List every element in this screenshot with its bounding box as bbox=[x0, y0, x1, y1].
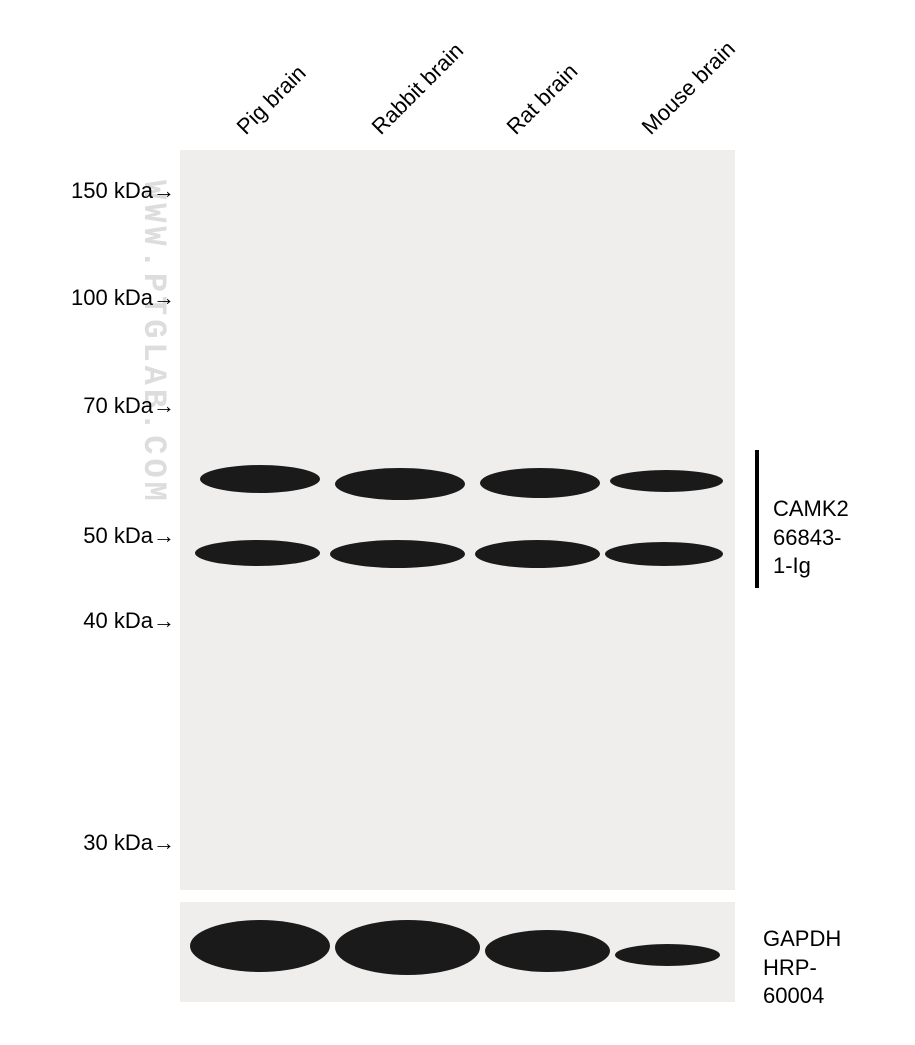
lane-label: Rat brain bbox=[502, 58, 584, 140]
blot-area bbox=[180, 150, 735, 1002]
target-label: CAMK2 66843-1-Ig bbox=[773, 495, 849, 581]
marker-label: 150 kDa→ bbox=[71, 178, 175, 204]
loading-blot-panel bbox=[180, 902, 735, 1002]
blot-band bbox=[330, 540, 465, 568]
marker-label: 50 kDa→ bbox=[83, 523, 175, 549]
marker-label: 70 kDa→ bbox=[83, 393, 175, 419]
blot-band bbox=[195, 540, 320, 566]
marker-label: 30 kDa→ bbox=[83, 830, 175, 856]
loading-name: GAPDH bbox=[763, 926, 841, 951]
blot-band bbox=[335, 468, 465, 500]
blot-band bbox=[200, 465, 320, 493]
loading-label: GAPDH HRP-60004 bbox=[763, 925, 841, 1011]
blot-band bbox=[605, 542, 723, 566]
loading-catalog: HRP-60004 bbox=[763, 955, 824, 1009]
blot-band bbox=[485, 930, 610, 972]
marker-label: 40 kDa→ bbox=[83, 608, 175, 634]
blot-band bbox=[480, 468, 600, 498]
target-name: CAMK2 bbox=[773, 496, 849, 521]
figure-container: WWW.PTGLAB.COM Pig brain Rabbit brain Ra… bbox=[0, 0, 915, 1045]
blot-band bbox=[475, 540, 600, 568]
blot-band bbox=[335, 920, 480, 975]
bracket-line bbox=[755, 450, 759, 588]
marker-label: 100 kDa→ bbox=[71, 285, 175, 311]
watermark-text: WWW.PTGLAB.COM bbox=[135, 180, 172, 505]
blot-band bbox=[190, 920, 330, 972]
lane-label: Rabbit brain bbox=[367, 38, 469, 140]
blot-band bbox=[610, 470, 723, 492]
lane-label: Pig brain bbox=[232, 60, 312, 140]
main-blot-panel bbox=[180, 150, 735, 890]
lane-labels-row: Pig brain Rabbit brain Rat brain Mouse b… bbox=[185, 0, 735, 150]
blot-band bbox=[615, 944, 720, 966]
catalog-number: 66843-1-Ig bbox=[773, 525, 842, 579]
lane-label: Mouse brain bbox=[637, 36, 741, 140]
